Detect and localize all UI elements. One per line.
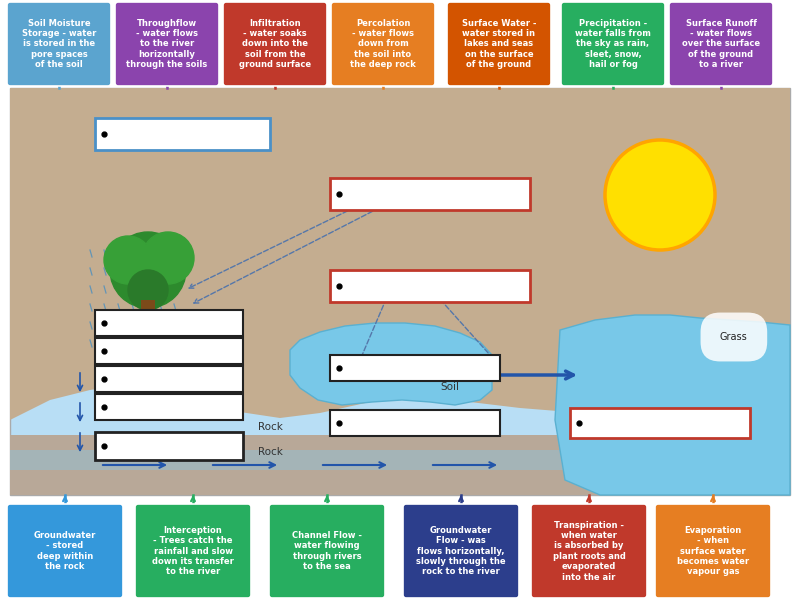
Text: Evaporation
- when
surface water
becomes water
vapour gas: Evaporation - when surface water becomes…: [677, 526, 749, 576]
FancyBboxPatch shape: [269, 504, 385, 598]
Polygon shape: [10, 88, 790, 370]
FancyBboxPatch shape: [95, 338, 243, 364]
FancyBboxPatch shape: [561, 2, 665, 86]
FancyBboxPatch shape: [531, 504, 647, 598]
FancyBboxPatch shape: [95, 310, 243, 336]
FancyBboxPatch shape: [95, 394, 243, 420]
Text: Throughflow
- water flows
to the river
horizontally
through the soils: Throughflow - water flows to the river h…: [126, 19, 208, 69]
FancyBboxPatch shape: [7, 2, 111, 86]
Text: Rock: Rock: [258, 422, 283, 432]
FancyBboxPatch shape: [10, 88, 790, 495]
FancyBboxPatch shape: [403, 504, 519, 598]
Circle shape: [128, 270, 168, 310]
Text: Infiltration
- water soaks
down into the
soil from the
ground surface: Infiltration - water soaks down into the…: [239, 19, 311, 69]
FancyBboxPatch shape: [115, 2, 219, 86]
Text: Soil Moisture
Storage - water
is stored in the
pore spaces
of the soil: Soil Moisture Storage - water is stored …: [22, 19, 96, 69]
Text: Precipitation -
water falls from
the sky as rain,
sleet, snow,
hail or fog: Precipitation - water falls from the sky…: [575, 19, 651, 69]
Text: Rock: Rock: [258, 447, 283, 457]
Text: Interception
- Trees catch the
rainfall and slow
down its transfer
to the river: Interception - Trees catch the rainfall …: [152, 526, 234, 576]
FancyBboxPatch shape: [570, 408, 750, 438]
FancyBboxPatch shape: [7, 504, 123, 598]
FancyBboxPatch shape: [447, 2, 551, 86]
Polygon shape: [10, 88, 790, 330]
FancyBboxPatch shape: [95, 366, 243, 392]
FancyBboxPatch shape: [330, 355, 500, 381]
Circle shape: [605, 140, 715, 250]
FancyBboxPatch shape: [95, 118, 270, 150]
Circle shape: [104, 236, 152, 284]
FancyBboxPatch shape: [330, 270, 530, 302]
Text: Transpiration -
when water
is absorbed by
plant roots and
evaporated
into the ai: Transpiration - when water is absorbed b…: [553, 520, 626, 581]
FancyBboxPatch shape: [141, 300, 155, 350]
Text: Percolation
- water flows
down from
the soil into
the deep rock: Percolation - water flows down from the …: [350, 19, 416, 69]
Text: Surface Water -
water stored in
lakes and seas
on the surface
of the ground: Surface Water - water stored in lakes an…: [462, 19, 536, 69]
Text: Groundwater
- stored
deep within
the rock: Groundwater - stored deep within the roc…: [34, 531, 96, 571]
FancyBboxPatch shape: [135, 504, 251, 598]
Text: Surface Runoff
- water flows
over the surface
of the ground
to a river: Surface Runoff - water flows over the su…: [682, 19, 760, 69]
Text: Channel Flow -
water flowing
through rivers
to the sea: Channel Flow - water flowing through riv…: [292, 531, 362, 571]
Polygon shape: [555, 315, 790, 495]
FancyBboxPatch shape: [655, 504, 771, 598]
FancyBboxPatch shape: [223, 2, 327, 86]
Polygon shape: [290, 323, 492, 405]
Circle shape: [142, 232, 194, 284]
FancyBboxPatch shape: [10, 435, 790, 495]
FancyBboxPatch shape: [95, 432, 243, 460]
Text: Groundwater
Flow - was
flows horizontally,
slowly through the
rock to the river: Groundwater Flow - was flows horizontall…: [416, 526, 506, 576]
Text: Soil: Soil: [440, 382, 459, 392]
FancyBboxPatch shape: [10, 450, 790, 470]
FancyBboxPatch shape: [330, 178, 530, 210]
FancyBboxPatch shape: [669, 2, 773, 86]
FancyBboxPatch shape: [331, 2, 435, 86]
Polygon shape: [10, 88, 790, 420]
Circle shape: [110, 232, 186, 308]
FancyBboxPatch shape: [330, 410, 500, 436]
Text: Grass: Grass: [720, 332, 748, 342]
